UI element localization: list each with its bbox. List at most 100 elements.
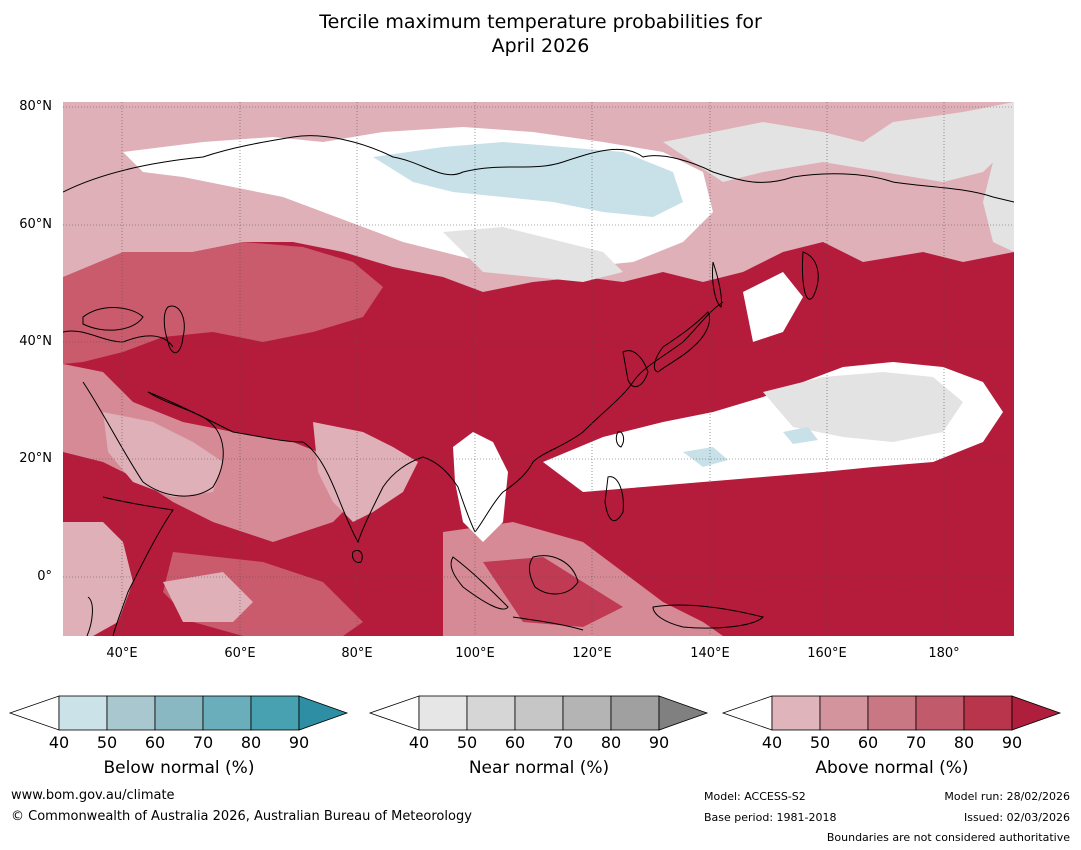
colorbar-near-tick-80: 80: [600, 733, 622, 752]
colorbar-near-title: Near normal (%): [468, 758, 610, 778]
colorbar-below-tick-80: 80: [240, 733, 262, 752]
colorbar-above-segment-80-90: [963, 695, 1013, 731]
coastline-india: [302, 441, 424, 544]
colorbar-above-tick-50: 50: [809, 733, 831, 752]
colorbar-above-tick-40: 40: [761, 733, 783, 752]
coastline-persian-gulf: [147, 391, 304, 443]
colorbar-below-tick-60: 60: [144, 733, 166, 752]
colorbar-below-segment-80-90: [250, 695, 300, 731]
map-region-above-50-africa: [63, 522, 133, 636]
title-line-1: Tercile maximum temperature probabilitie…: [319, 11, 762, 33]
colorbar-near-tick-60: 60: [504, 733, 526, 752]
map-region-near-50-arctic-east: [963, 102, 1014, 252]
coastline-korea: [622, 350, 649, 388]
lon-label-40e: 40°E: [106, 646, 138, 661]
probability-map: [63, 102, 1014, 636]
colorbar-near-segment-40-50: [418, 695, 468, 731]
lat-label-60n: 60°N: [19, 217, 52, 232]
colorbar-near-svg: [368, 695, 709, 731]
colorbar-near-segment-70-80: [562, 695, 612, 731]
colorbar-above-tick-80: 80: [953, 733, 975, 752]
coastline-taiwan: [615, 431, 625, 448]
colorbar-near-cap-left: [368, 695, 420, 731]
coastline-new-guinea: [652, 604, 764, 629]
map-region-above-50-south-ocean: [163, 572, 253, 622]
coastline-java: [512, 616, 584, 631]
lat-label-20n: 20°N: [19, 451, 52, 466]
colorbar-above-title: Above normal (%): [815, 758, 969, 778]
coastline-caspian: [163, 305, 185, 354]
colorbar-below-tick-50: 50: [96, 733, 118, 752]
issued-text: Issued: 02/03/2026: [963, 811, 1070, 824]
map-region-above-80-maritime: [483, 557, 623, 627]
coastline-sumatra: [450, 556, 509, 610]
colorbar-above-cap-left: [721, 695, 773, 731]
coastline-africa-horn: [102, 496, 174, 636]
lon-label-60e: 60°E: [224, 646, 256, 661]
map-svg: [63, 102, 1014, 636]
lat-label-0: 0°: [37, 569, 52, 584]
colorbar-below-tick-40: 40: [48, 733, 70, 752]
colorbar-below-tick-90: 90: [288, 733, 310, 752]
colorbar-below-cap-right: [298, 695, 349, 731]
map-region-neutral-indochina: [453, 432, 508, 542]
coastline-sakhalin: [712, 261, 722, 308]
map-title: Tercile maximum temperature probabilitie…: [0, 10, 1081, 58]
lat-label-40n: 40°N: [19, 334, 52, 349]
colorbar-below-title: Below normal (%): [103, 758, 255, 778]
model-text: Model: ACCESS-S2: [704, 790, 806, 803]
map-region-above-50-india: [313, 422, 418, 522]
colorbar-above-cap-right: [1011, 695, 1062, 731]
colorbar-below-segment-70-80: [202, 695, 252, 731]
colorbar-near-segment-60-70: [514, 695, 564, 731]
coastline-sri-lanka: [352, 549, 363, 563]
colorbar-above-normal: [721, 695, 1062, 731]
colorbar-below-segment-50-60: [106, 695, 156, 731]
colorbar-above-tick-70: 70: [905, 733, 927, 752]
colorbar-above-tick-90: 90: [1001, 733, 1023, 752]
map-region-below-50-siberia: [373, 142, 683, 217]
lon-label-140e: 140°E: [690, 646, 730, 661]
lat-label-80n: 80°N: [19, 99, 52, 114]
coastline-kamchatka: [802, 251, 819, 300]
colorbar-above-segment-60-70: [867, 695, 917, 731]
coastline-bay-of-bengal: [422, 456, 476, 533]
colorbar-near-cap-right: [658, 695, 709, 731]
colorbar-near-tick-40: 40: [408, 733, 430, 752]
colorbar-below-svg: [8, 695, 349, 731]
lon-label-80e: 80°E: [341, 646, 373, 661]
coastline-europe-south: [63, 330, 174, 348]
colorbar-below-segment-40-50: [58, 695, 108, 731]
coastline-madagascar: [86, 596, 93, 636]
colorbar-above-tick-60: 60: [857, 733, 879, 752]
colorbar-near-segment-50-60: [466, 695, 516, 731]
map-region-neutral-north-pacific: [743, 272, 803, 342]
disclaimer-text: Boundaries are not considered authoritat…: [826, 831, 1070, 844]
lon-label-100e: 100°E: [455, 646, 495, 661]
colorbar-below-segment-60-70: [154, 695, 204, 731]
copyright-text: © Commonwealth of Australia 2026, Austra…: [11, 809, 472, 824]
coastlines: [63, 135, 1014, 636]
colorbar-above-segment-40-50: [771, 695, 821, 731]
map-region-below-50-pacific: [683, 427, 818, 467]
coastline-arctic: [63, 135, 1014, 203]
grid-lines: [63, 102, 1014, 636]
map-region-above-50-arabia: [103, 412, 223, 497]
model-run-text: Model run: 28/02/2026: [944, 790, 1070, 803]
lon-label-160e: 160°E: [807, 646, 847, 661]
map-region-above-60-middle-east: [63, 364, 363, 542]
map-region-near-50-siberia-west: [443, 227, 623, 282]
title-line-2: April 2026: [491, 35, 590, 57]
map-region-near-50-siberia-east: [663, 107, 1014, 182]
coastline-black-sea: [82, 307, 144, 331]
map-region-near-50-pacific: [763, 372, 963, 442]
colorbar-below-cap-left: [8, 695, 60, 731]
colorbar-below-tick-70: 70: [192, 733, 214, 752]
lon-label-120e: 120°E: [572, 646, 612, 661]
colorbar-near-segment-80-90: [610, 695, 660, 731]
website-link[interactable]: www.bom.gov.au/climate: [11, 788, 175, 803]
coastline-philippines: [604, 476, 624, 522]
colorbar-above-svg: [721, 695, 1062, 731]
coastline-japan: [653, 311, 710, 373]
coastline-se-asia: [474, 301, 724, 533]
